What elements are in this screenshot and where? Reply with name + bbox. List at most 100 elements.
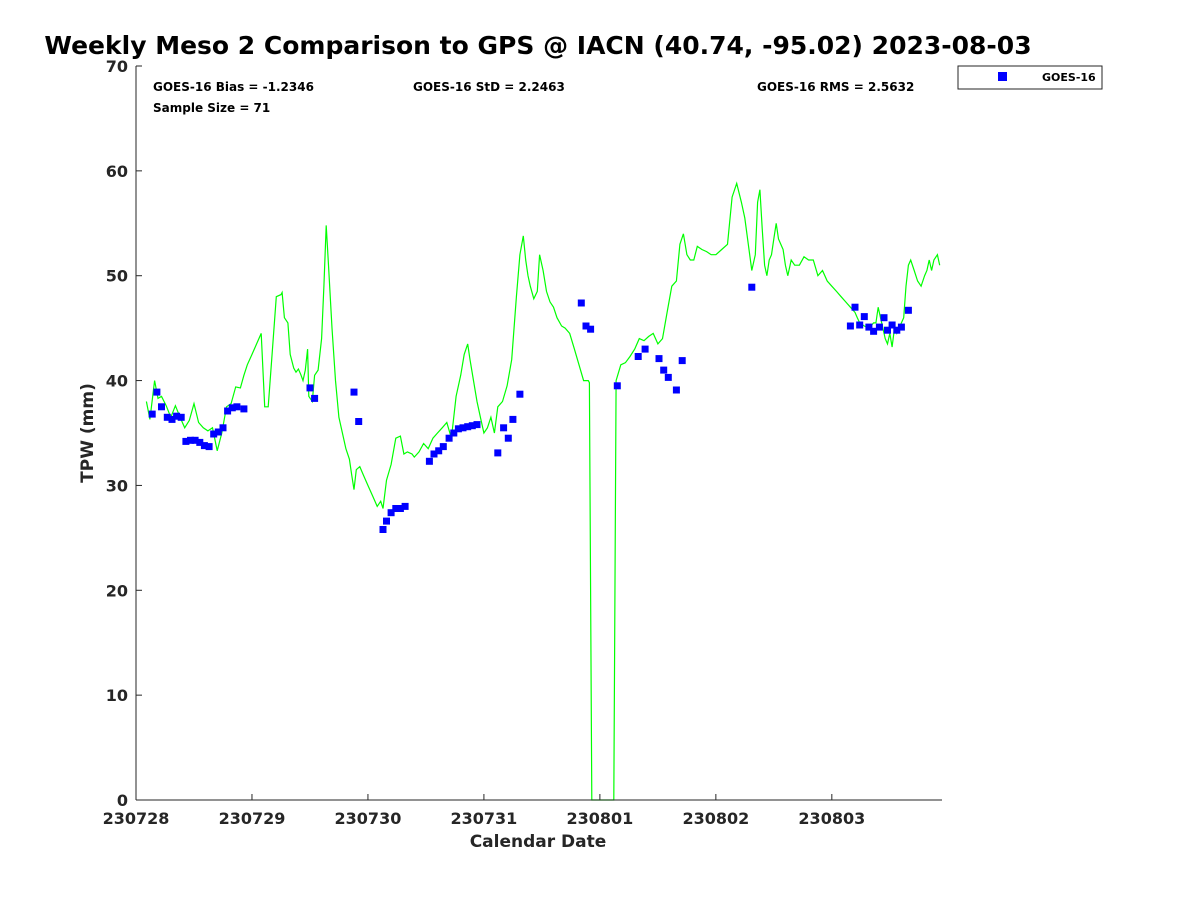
goes16-data-point xyxy=(464,423,472,431)
goes16-data-point xyxy=(454,425,462,433)
goes16-data-point xyxy=(655,355,663,363)
goes16-data-point xyxy=(168,415,176,423)
goes16-data-point xyxy=(504,434,512,442)
goes16-data-point xyxy=(177,413,185,421)
x-axis-label: Calendar Date xyxy=(470,832,607,852)
stat-rms: GOES-16 RMS = 2.5632 xyxy=(757,80,914,94)
legend-label-goes16: GOES-16 xyxy=(1042,71,1096,84)
goes16-data-point xyxy=(860,313,868,321)
stat-sample-size: Sample Size = 71 xyxy=(153,101,270,115)
goes16-data-point xyxy=(500,424,508,432)
goes16-data-point xyxy=(158,403,165,411)
goes16-data-point xyxy=(459,424,467,432)
goes16-data-point xyxy=(660,366,668,374)
y-tick-label: 30 xyxy=(106,476,128,495)
x-axis-ticks: 230728 230729 230730 230731 230801 230802 2308… xyxy=(103,794,865,828)
goes16-data-point xyxy=(880,314,888,322)
goes16-data-point xyxy=(748,283,756,291)
y-axis-ticks: 0 10 20 30 40 50 60 70 xyxy=(106,57,142,810)
goes16-data-point xyxy=(439,443,447,451)
y-tick-label: 70 xyxy=(106,57,128,76)
goes16-data-point xyxy=(210,430,218,438)
goes16-data-point xyxy=(153,388,161,396)
goes16-data-point xyxy=(173,412,181,420)
goes16-data-point xyxy=(200,442,208,450)
y-tick-label: 20 xyxy=(106,581,128,600)
goes16-data-point xyxy=(851,303,859,311)
goes16-data-point xyxy=(306,384,314,392)
goes16-data-point xyxy=(196,438,204,446)
goes16-data-point xyxy=(350,388,358,396)
legend-marker-goes16 xyxy=(998,72,1007,81)
goes16-data-point xyxy=(228,404,236,412)
goes16-data-point xyxy=(613,382,621,390)
goes-marker-layer xyxy=(148,283,912,533)
x-tick-label: 230801 xyxy=(566,809,633,828)
goes16-data-point xyxy=(425,457,433,465)
goes16-data-point xyxy=(219,424,227,432)
goes16-data-point xyxy=(182,437,190,445)
goes16-data-point xyxy=(430,450,438,458)
gps-line-layer xyxy=(145,181,941,801)
goes16-data-point xyxy=(875,323,883,331)
goes16-data-point xyxy=(904,306,912,314)
goes16-data-point xyxy=(856,321,864,329)
goes16-data-point xyxy=(664,373,672,381)
goes16-data-point xyxy=(870,327,878,335)
goes16-data-point xyxy=(214,428,222,436)
goes16-data-point xyxy=(379,526,387,533)
goes16-data-point xyxy=(893,326,901,334)
goes16-data-point xyxy=(884,326,891,334)
goes16-data-point xyxy=(494,449,502,457)
y-tick-label: 40 xyxy=(106,372,128,391)
legend: GOES-16 xyxy=(957,65,1103,90)
goes16-data-point xyxy=(233,403,241,411)
goes16-data-point xyxy=(187,436,194,444)
goes16-data-point xyxy=(240,405,248,413)
goes16-data-point xyxy=(577,299,585,307)
goes16-data-point xyxy=(888,321,896,329)
x-tick-label: 230803 xyxy=(798,809,865,828)
y-tick-label: 50 xyxy=(106,267,128,286)
goes16-data-point xyxy=(355,418,363,425)
plot-area xyxy=(135,66,942,801)
goes16-data-point xyxy=(473,421,481,429)
goes16-data-point xyxy=(678,357,686,365)
goes16-data-point xyxy=(401,502,409,510)
goes16-data-point xyxy=(445,434,453,442)
y-axis-label: TPW (mm) xyxy=(78,383,98,483)
gps-tpw-line xyxy=(145,181,941,801)
stat-std: GOES-16 StD = 2.2463 xyxy=(413,80,565,94)
goes16-data-point xyxy=(450,429,458,437)
x-tick-label: 230731 xyxy=(451,809,518,828)
y-tick-label: 10 xyxy=(106,686,128,705)
goes16-data-point xyxy=(846,322,854,330)
goes16-data-point xyxy=(191,436,199,444)
x-tick-label: 230802 xyxy=(682,809,749,828)
goes16-data-point xyxy=(634,353,642,360)
plot-frame xyxy=(136,66,942,800)
goes16-data-point xyxy=(509,415,517,423)
goes16-data-point xyxy=(582,322,590,330)
goes16-data-point xyxy=(435,447,443,455)
goes16-data-point xyxy=(148,410,156,418)
goes16-data-point xyxy=(311,394,319,402)
goes16-data-point xyxy=(897,323,905,331)
goes16-data-point xyxy=(205,443,213,451)
goes16-data-point xyxy=(587,325,595,333)
goes16-data-point xyxy=(672,386,680,394)
goes16-data-point xyxy=(387,509,395,517)
goes16-data-point xyxy=(468,422,476,430)
goes16-data-point xyxy=(516,390,524,398)
goes16-data-point xyxy=(383,517,390,525)
x-tick-label: 230730 xyxy=(335,809,402,828)
goes16-data-point xyxy=(224,407,232,415)
goes16-data-point xyxy=(865,323,873,331)
y-tick-label: 60 xyxy=(106,162,128,181)
chart-title: Weekly Meso 2 Comparison to GPS @ IACN (… xyxy=(44,31,1031,60)
y-tick-label: 0 xyxy=(117,791,128,810)
stat-bias: GOES-16 Bias = -1.2346 xyxy=(153,80,314,94)
x-tick-label: 230729 xyxy=(219,809,286,828)
legend-box xyxy=(957,65,1103,90)
